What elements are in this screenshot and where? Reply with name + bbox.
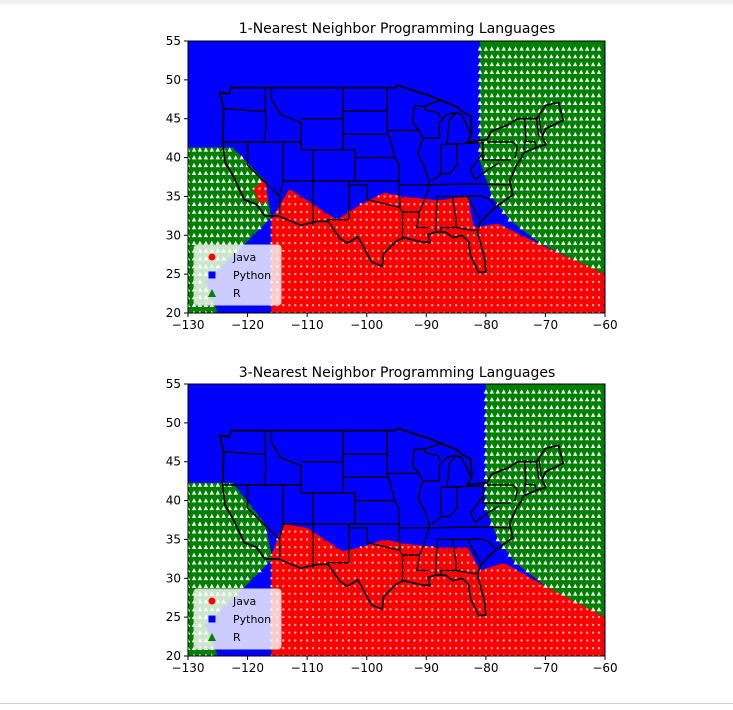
chart-1-x-tick-label: −110 <box>291 318 324 332</box>
chart-1-legend: Java Python R <box>193 244 282 306</box>
chart-1-y-tick-label: 40 <box>166 151 181 165</box>
chart-2-y-tick-label: 20 <box>166 649 181 663</box>
chart-2-x-axis: −130 −120 −110 −100 −90 −80 −70 −60 <box>172 656 618 675</box>
chart-1-java-points <box>252 187 601 313</box>
chart-2-legend-python-marker <box>208 615 216 623</box>
chart-1-legend-r-label: R <box>233 287 241 300</box>
chart-2-region-java-3 <box>271 523 605 656</box>
chart-1-y-tick-label: 30 <box>166 228 181 242</box>
chart-1-legend-box <box>193 244 282 306</box>
chart-1-y-tick-label: 25 <box>166 267 181 281</box>
chart-2-y-axis: 20 25 30 35 40 45 50 55 <box>166 377 188 663</box>
chart-2: 3-Nearest Neighbor Programming Languages… <box>166 365 618 675</box>
chart-2-state-lines <box>222 430 542 581</box>
chart-1-y-tick-label: 55 <box>166 34 181 48</box>
chart-2-y-tick-label: 55 <box>166 377 181 391</box>
chart-1-legend-java-marker <box>208 253 216 261</box>
chart-1-x-tick-label: −100 <box>350 318 383 332</box>
chart-1-x-tick-label: −70 <box>533 318 558 332</box>
chart-2-legend-r-label: R <box>233 631 241 644</box>
chart-2-x-tick-label: −60 <box>592 661 617 675</box>
chart-1: 1-Nearest Neighbor Programming Languages… <box>166 21 618 332</box>
chart-1-x-tick-label: −90 <box>414 318 439 332</box>
chart-1-legend-python-label: Python <box>233 269 271 282</box>
chart-2-y-tick-label: 25 <box>166 610 181 624</box>
chart-1-axes-frame <box>187 40 606 314</box>
chart-2-java-points <box>270 530 601 656</box>
chart-1-state-lines <box>222 87 542 238</box>
chart-2-legend-r-marker <box>208 633 216 641</box>
chart-1-y-tick-label: 50 <box>166 73 181 87</box>
chart-2-legend-box <box>193 588 282 650</box>
chart-2-legend-java-label: Java <box>232 595 256 608</box>
chart-2-legend: Java Python R <box>193 588 282 650</box>
chart-2-title: 3-Nearest Neighbor Programming Languages <box>239 365 556 381</box>
chart-1-legend-java-label: Java <box>232 251 256 264</box>
chart-2-y-tick-label: 40 <box>166 494 181 508</box>
chart-2-x-tick-label: −70 <box>533 661 558 675</box>
chart-1-us-outline <box>218 84 565 274</box>
chart-1-x-tick-label: −120 <box>231 318 264 332</box>
chart-1-y-axis: 20 25 30 35 40 45 50 55 <box>166 34 188 320</box>
chart-2-x-tick-label: −130 <box>172 661 205 675</box>
chart-2-us-state-borders <box>218 427 565 617</box>
chart-2-x-tick-label: −90 <box>414 661 439 675</box>
cell-top-rule <box>0 0 733 4</box>
chart-2-x-tick-label: −80 <box>473 661 498 675</box>
chart-1-us-state-borders <box>218 84 565 274</box>
chart-1-y-tick-label: 45 <box>166 112 181 126</box>
chart-2-us-outline <box>218 427 565 617</box>
chart-1-y-tick-label: 35 <box>166 189 181 203</box>
chart-1-x-tick-label: −80 <box>473 318 498 332</box>
chart-1-x-axis: −130 −120 −110 −100 −90 −80 −70 −60 <box>172 313 618 332</box>
cell-bottom-rule <box>0 703 733 704</box>
chart-1-x-tick-label: −130 <box>172 318 205 332</box>
chart-2-x-tick-label: −100 <box>350 661 383 675</box>
chart-2-legend-java-marker <box>208 597 216 605</box>
chart-2-y-tick-label: 30 <box>166 571 181 585</box>
chart-2-x-tick-label: −120 <box>231 661 264 675</box>
chart-1-title: 1-Nearest Neighbor Programming Languages <box>239 21 556 37</box>
chart-2-y-tick-label: 35 <box>166 532 181 546</box>
chart-2-legend-python-label: Python <box>233 613 271 626</box>
chart-2-x-tick-label: −110 <box>291 661 324 675</box>
chart-1-x-tick-label: −60 <box>592 318 617 332</box>
chart-1-region-r-1 <box>479 41 605 275</box>
chart-1-legend-python-marker <box>208 271 216 279</box>
chart-2-y-tick-label: 45 <box>166 455 181 469</box>
chart-2-y-tick-label: 50 <box>166 416 181 430</box>
chart-1-y-tick-label: 20 <box>166 306 181 320</box>
chart-2-axes-frame <box>187 383 606 657</box>
chart-1-legend-r-marker <box>208 289 216 297</box>
